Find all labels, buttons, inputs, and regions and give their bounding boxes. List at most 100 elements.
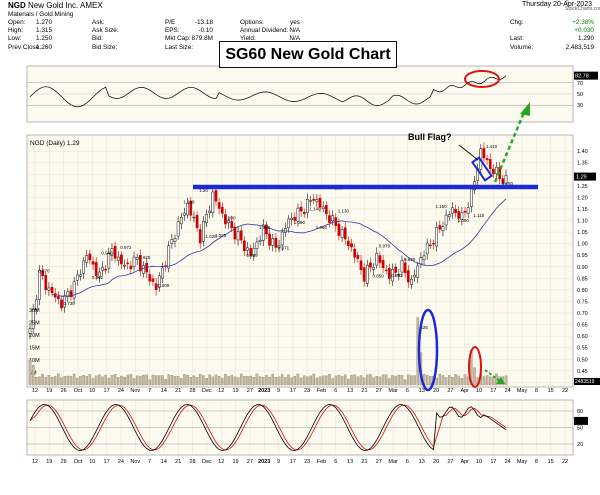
volume-bar xyxy=(388,378,391,386)
x-tick-label: 19 xyxy=(46,388,52,394)
stoch-last-box xyxy=(574,416,588,425)
price-annotation: 1.250 xyxy=(502,181,514,186)
volume-bar xyxy=(340,375,344,386)
x-tick-label: 24 xyxy=(505,388,511,394)
price-candle xyxy=(362,267,366,282)
quote-value-col4-2: N/A xyxy=(289,35,300,43)
price-annotation: 1.090 xyxy=(458,218,470,223)
price-candle xyxy=(249,248,253,256)
volume-bar xyxy=(334,375,338,386)
volume-bar xyxy=(132,378,136,386)
symbol: NGD xyxy=(8,1,26,10)
price-candle xyxy=(75,274,79,281)
quote-label-col4-0: Options: xyxy=(240,19,264,26)
price-last-box xyxy=(574,172,596,181)
volume-bar xyxy=(265,374,268,386)
price-candle xyxy=(113,246,117,259)
price-candle xyxy=(104,268,108,271)
stoch-tick-label: 20 xyxy=(577,442,583,448)
volume-bar xyxy=(246,376,249,386)
volume-bar xyxy=(91,378,95,386)
price-tick-label: 0.95 xyxy=(577,253,588,259)
quote-label-col5-3: Volume: xyxy=(510,43,534,51)
volume-bar xyxy=(353,374,356,386)
volume-tick-label: 10M xyxy=(29,358,40,364)
price-candle xyxy=(252,248,256,256)
price-candle xyxy=(50,287,54,294)
volume-bar xyxy=(66,375,70,386)
x-tick-label: 27 xyxy=(447,388,453,394)
volume-bar xyxy=(233,376,237,386)
volume-bar xyxy=(195,377,199,386)
x-tick-label: 7 xyxy=(148,388,151,394)
price-candle xyxy=(63,295,67,308)
volume-bar xyxy=(35,377,38,386)
price-candle xyxy=(466,207,470,214)
x-tick-label: Dec xyxy=(202,459,212,465)
volume-bar xyxy=(88,374,92,386)
volume-bar xyxy=(457,375,460,386)
x-tick-label: 17 xyxy=(490,388,496,394)
quote-value-col3-2: 879.8M xyxy=(191,35,213,43)
quote-label-col3-3: Last Size: xyxy=(165,43,194,51)
bull-flag-pointer xyxy=(458,144,479,161)
volume-bar xyxy=(145,374,148,386)
volume-bar xyxy=(186,375,189,386)
x-tick-label: 20 xyxy=(433,388,439,394)
volume-bar xyxy=(444,377,448,386)
price-candle xyxy=(28,328,32,334)
price-candle xyxy=(88,253,92,261)
price-candle xyxy=(444,214,448,226)
x-tick-label: 12 xyxy=(218,388,224,394)
price-annotation: 1.140 xyxy=(309,206,321,211)
x-tick-label: 17 xyxy=(290,388,296,394)
volume-bar xyxy=(227,376,230,386)
quote-label-col3-0: P/E xyxy=(165,19,176,26)
volume-bar xyxy=(217,375,221,386)
date-label: Thursday 20-Apr-2023 xyxy=(521,1,592,8)
volume-bar xyxy=(94,375,98,386)
volume-bar xyxy=(391,375,394,386)
x-tick-label: 13 xyxy=(419,388,425,394)
volume-bar xyxy=(400,374,404,386)
price-annotation: 1.169 xyxy=(183,200,195,205)
price-candle xyxy=(151,278,155,282)
price-candle xyxy=(198,229,202,244)
price-candles xyxy=(28,142,508,340)
price-candle xyxy=(400,260,404,273)
volume-bar xyxy=(268,376,271,386)
price-candle xyxy=(274,237,278,248)
price-candle xyxy=(176,221,180,237)
volume-bar xyxy=(303,375,306,386)
x-tick-label: 8 xyxy=(535,459,538,465)
chart-title-box: SG60 New Gold Chart xyxy=(219,41,397,68)
volume-bar xyxy=(407,374,410,386)
price-candle xyxy=(38,270,41,300)
price-annotation: 0.870 xyxy=(38,269,50,274)
quote-value-col5-3: 2,483,519 xyxy=(565,43,594,51)
volume-bar xyxy=(57,373,60,386)
x-tick-label: 27 xyxy=(447,459,453,465)
x-tick-label: Oct xyxy=(74,388,83,394)
price-candle xyxy=(211,191,215,213)
price-candle xyxy=(347,240,350,246)
volume-bar xyxy=(129,374,133,386)
price-tick-label: 0.75 xyxy=(577,299,588,305)
price-annotation: 1.020 xyxy=(205,234,217,239)
volume-bar xyxy=(243,376,246,386)
price-candle xyxy=(375,252,379,266)
volume-bar xyxy=(38,376,41,386)
volume-highlight-ellipse xyxy=(417,308,439,392)
price-candle xyxy=(485,158,489,160)
price-candle xyxy=(331,215,334,222)
price-candle xyxy=(195,215,199,228)
volume-bar xyxy=(350,375,353,386)
volume-bar xyxy=(173,376,177,386)
x-tick-label: 27 xyxy=(376,459,382,465)
price-annotation: 1.150 xyxy=(435,204,447,209)
volume-bar xyxy=(85,376,88,386)
volume-bar xyxy=(488,376,492,386)
volume-bar xyxy=(262,377,265,386)
x-tick-label: 10 xyxy=(476,459,482,465)
